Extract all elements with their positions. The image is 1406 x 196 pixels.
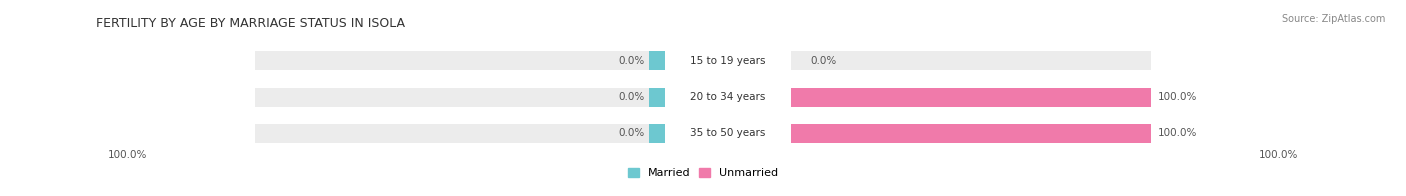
Bar (254, 51, 703, 70)
Bar (665, 88, 790, 107)
Text: 0.0%: 0.0% (810, 56, 837, 66)
Bar (254, 88, 703, 107)
Bar (703, 124, 1152, 143)
Bar (665, 124, 790, 143)
Bar (703, 88, 1152, 107)
Bar (254, 124, 703, 143)
Bar (650, 88, 703, 107)
Text: 15 to 19 years: 15 to 19 years (690, 56, 766, 66)
Text: 35 to 50 years: 35 to 50 years (690, 128, 766, 138)
Text: 100.0%: 100.0% (107, 150, 146, 160)
Text: 100.0%: 100.0% (1157, 128, 1197, 138)
Text: 0.0%: 0.0% (619, 128, 645, 138)
Text: Source: ZipAtlas.com: Source: ZipAtlas.com (1281, 14, 1385, 24)
Text: FERTILITY BY AGE BY MARRIAGE STATUS IN ISOLA: FERTILITY BY AGE BY MARRIAGE STATUS IN I… (96, 17, 405, 30)
Text: 100.0%: 100.0% (1260, 150, 1299, 160)
Text: 20 to 34 years: 20 to 34 years (690, 92, 766, 102)
Text: 0.0%: 0.0% (619, 56, 645, 66)
Text: 100.0%: 100.0% (1157, 92, 1197, 102)
Bar (703, 124, 1152, 143)
Bar (650, 51, 703, 70)
Bar (650, 124, 703, 143)
Text: 0.0%: 0.0% (619, 92, 645, 102)
Bar (703, 88, 1152, 107)
Legend: Married, Unmarried: Married, Unmarried (623, 163, 783, 183)
Bar (703, 51, 1152, 70)
Bar (665, 51, 790, 70)
